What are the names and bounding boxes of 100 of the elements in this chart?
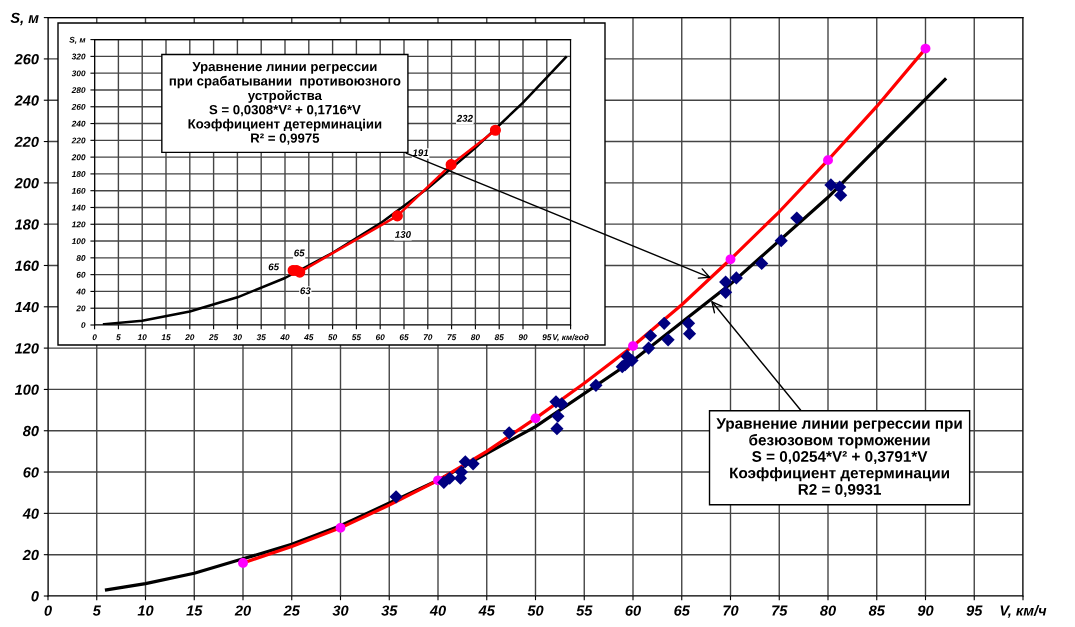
point: [550, 422, 564, 436]
x-tick-label: 0: [92, 334, 97, 341]
data-label: 63: [300, 287, 311, 295]
x-tick-label: 50: [328, 334, 338, 341]
x-tick-label: 25: [208, 334, 219, 341]
point: [657, 316, 671, 330]
y-tick-label: 180: [14, 219, 39, 230]
y-tick-label: 120: [71, 221, 86, 228]
x-tick-label: 80: [470, 334, 480, 341]
x-tick-label: 65: [674, 605, 691, 616]
point: [755, 256, 769, 271]
point: [920, 43, 931, 54]
y-tick-label: 80: [76, 255, 86, 261]
x-tick-label: 30: [332, 605, 349, 616]
point: [681, 316, 696, 330]
y-tick-label: 200: [71, 154, 86, 161]
y-tick-label: 280: [71, 87, 86, 94]
y-tick-label: 0: [31, 591, 39, 602]
y-tick-label: 40: [22, 508, 39, 519]
x-tick-label: V, км/ч: [1000, 605, 1047, 618]
y-tick-label: 100: [14, 384, 39, 395]
x-tick-label: 45: [478, 605, 496, 616]
y-tick-label: 120: [14, 343, 39, 354]
x-tick-label: 45: [304, 334, 314, 341]
y-tick-label: 80: [22, 425, 39, 437]
point: [530, 413, 541, 424]
x-tick-label: 60: [625, 605, 641, 616]
x-tick-label: 60: [375, 334, 385, 341]
point: [294, 266, 306, 278]
point: [628, 341, 638, 351]
x-tick-label: 70: [723, 605, 739, 616]
y-tick-label: 160: [71, 187, 86, 194]
point: [555, 397, 569, 411]
y-tick-label: 260: [14, 54, 39, 65]
x-tick-label: 40: [429, 605, 446, 616]
y-tick-label: 20: [22, 549, 39, 561]
point: [682, 327, 697, 341]
point: [824, 178, 838, 192]
x-tick-label: 40: [280, 334, 290, 341]
y-tick-label: 300: [71, 70, 86, 77]
point: [642, 341, 656, 355]
y-tick-label: 140: [14, 301, 39, 313]
y-tick-label: 100: [71, 238, 86, 245]
x-tick-label: 55: [576, 605, 593, 616]
x-tick-label: 35: [381, 605, 398, 616]
point: [335, 522, 346, 533]
point: [391, 210, 403, 222]
point: [719, 275, 733, 289]
x-tick-label: 75: [772, 605, 788, 616]
x-tick-label: 15: [186, 605, 203, 616]
x-tick-label: 5: [116, 334, 121, 341]
y-tick-label: 60: [23, 467, 39, 478]
x-tick-label: 85: [494, 334, 504, 341]
x-tick-label: 30: [232, 334, 242, 341]
x-tick-label: 10: [137, 334, 147, 341]
point: [774, 234, 788, 248]
x-tick-label: V, км/год: [552, 334, 589, 342]
x-tick-label: 75: [447, 334, 457, 341]
annotation: Уравнение линии регрессии при срабатывании противоюзного устройства S = 0,0308*V² + 0,1716*V Коэффициент детерминацiии R² = 0,9975: [169, 62, 401, 145]
point: [661, 333, 675, 347]
y-tick-label: 260: [71, 103, 86, 110]
x-tick-label: 95: [966, 605, 983, 616]
y-tick-label: 240: [14, 95, 39, 106]
y-tick-label: 220: [14, 136, 39, 147]
y-tick-label: 60: [76, 271, 86, 278]
point: [551, 409, 565, 423]
y-tick-label: S, м: [69, 36, 86, 44]
data-label: 191: [412, 149, 429, 157]
data-label: 130: [394, 231, 411, 238]
point: [445, 159, 457, 171]
y-tick-label: 200: [14, 177, 39, 189]
x-tick-label: 20: [185, 334, 195, 341]
point: [389, 490, 403, 504]
y-tick-label: 320: [71, 53, 86, 60]
x-tick-label: 95: [542, 334, 552, 341]
x-tick-label: 20: [234, 605, 251, 616]
point: [589, 378, 603, 392]
point: [643, 329, 658, 343]
point: [725, 254, 736, 265]
y-tick-label: 20: [76, 305, 86, 312]
y-tick-label: S, м: [10, 12, 39, 26]
x-tick-label: 90: [518, 334, 528, 341]
x-tick-label: 35: [256, 334, 266, 341]
y-tick-label: 220: [71, 137, 86, 144]
x-tick-label: 50: [527, 605, 544, 616]
data-label: 65: [268, 263, 280, 271]
x-tick-label: 10: [137, 605, 154, 616]
x-tick-label: 80: [820, 605, 836, 616]
x-tick-label: 85: [868, 605, 886, 616]
point: [834, 188, 848, 202]
x-tick-label: 0: [44, 605, 52, 616]
point: [466, 457, 480, 471]
y-tick-label: 140: [71, 204, 86, 211]
y-tick-label: 40: [76, 288, 86, 295]
y-tick-label: 180: [71, 171, 86, 178]
point: [719, 285, 733, 299]
x-tick-label: 15: [161, 334, 171, 341]
x-tick-label: 70: [423, 334, 433, 341]
point: [790, 211, 804, 225]
x-tick-label: 25: [283, 605, 301, 616]
